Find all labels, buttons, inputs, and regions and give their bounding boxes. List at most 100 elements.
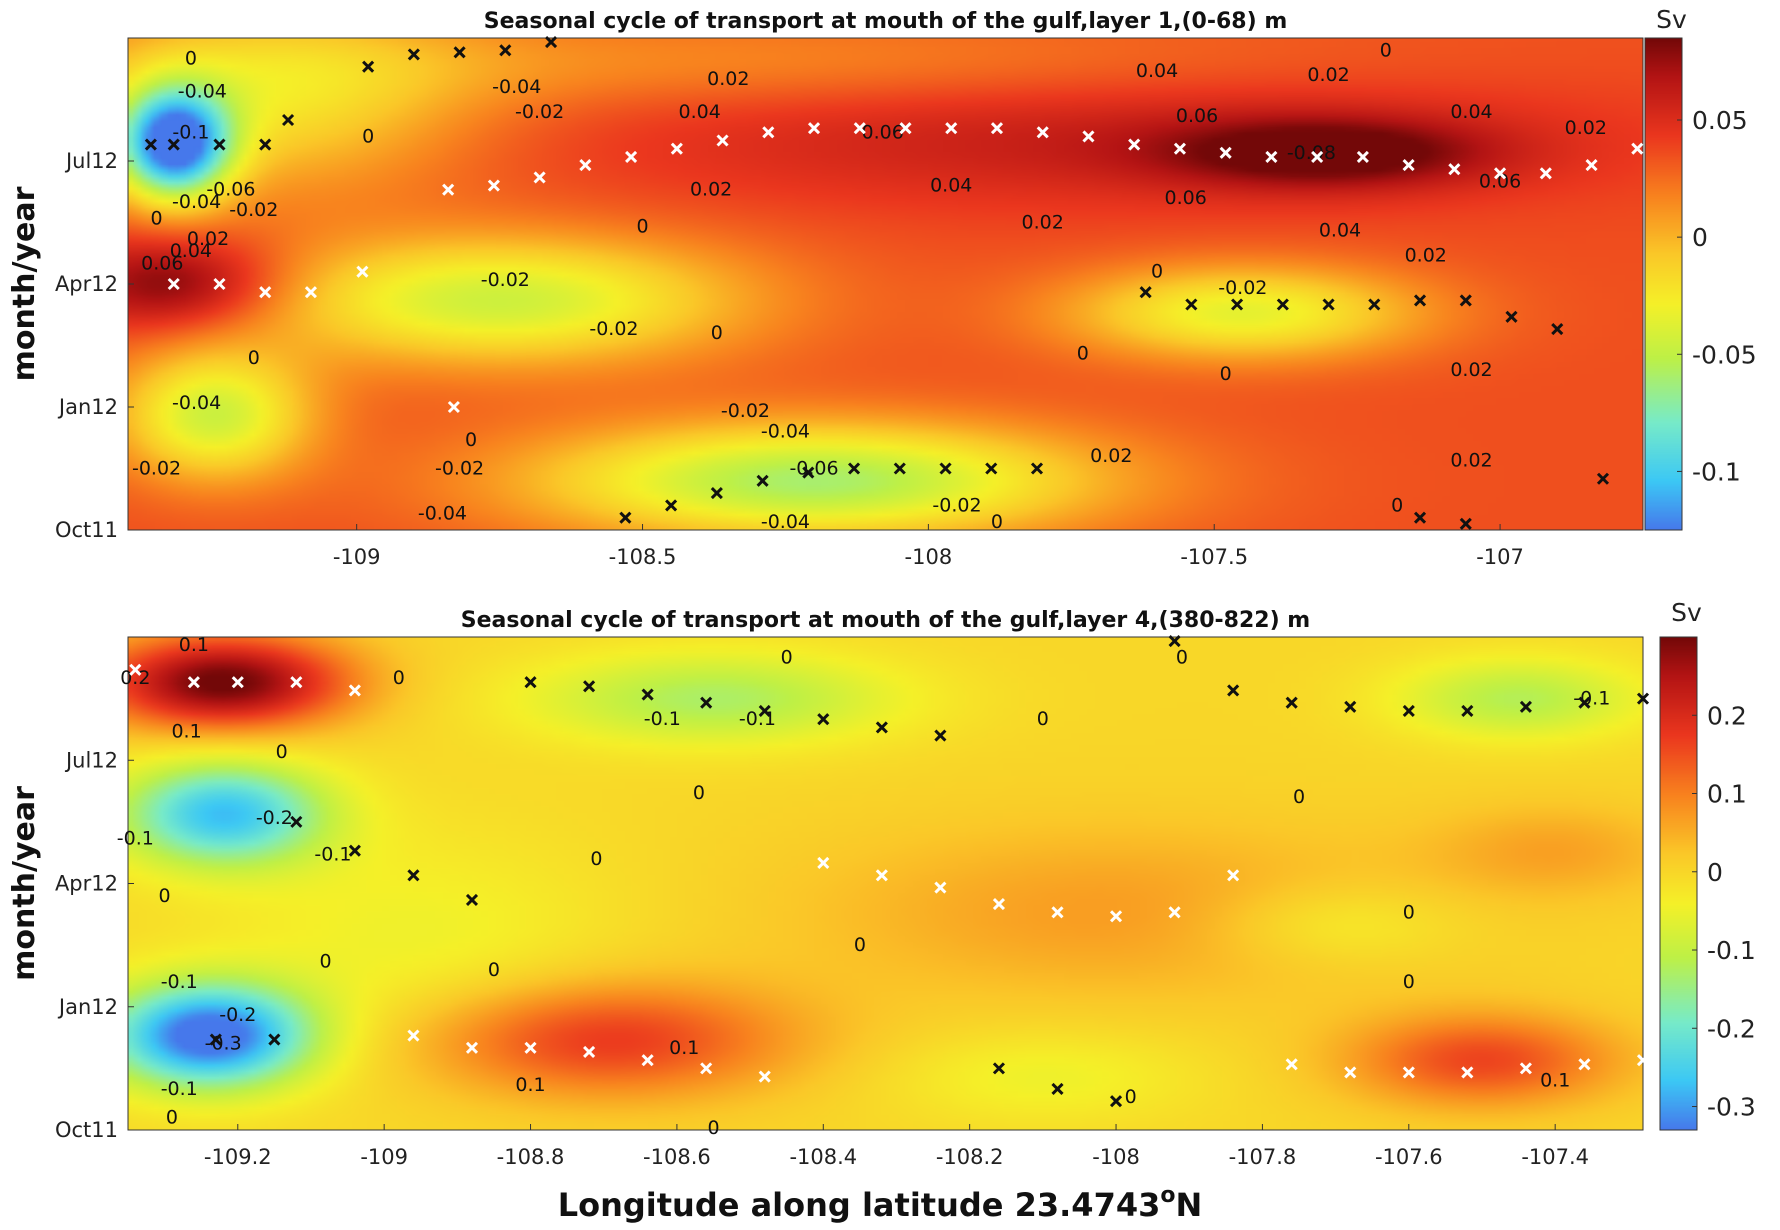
black-marker bbox=[167, 138, 180, 151]
black-marker bbox=[1276, 298, 1289, 311]
black-marker bbox=[453, 46, 466, 59]
y-tick-label: Oct11 bbox=[55, 518, 118, 542]
white-marker bbox=[1631, 142, 1644, 155]
black-marker bbox=[259, 138, 272, 151]
contour-label: 0.02 bbox=[1090, 445, 1132, 467]
white-marker bbox=[487, 179, 500, 192]
contour-label: 0.02 bbox=[1405, 244, 1447, 266]
contour-label: -0.04 bbox=[172, 392, 221, 414]
contour-label: -0.1 bbox=[161, 1078, 198, 1100]
contour-label: -0.04 bbox=[761, 421, 810, 443]
y-tick-label: Jan12 bbox=[57, 995, 118, 1019]
x-tick-label: -107.5 bbox=[1180, 545, 1248, 569]
black-marker bbox=[583, 680, 596, 693]
black-marker bbox=[1578, 696, 1591, 709]
white-marker bbox=[1494, 167, 1507, 180]
colorbar-tick-label: -0.3 bbox=[1707, 1093, 1756, 1122]
x-tick-label: -107.6 bbox=[1375, 1145, 1443, 1169]
black-marker bbox=[710, 487, 723, 500]
colorbar-tick-label: -0.2 bbox=[1707, 1014, 1756, 1043]
white-marker bbox=[447, 400, 460, 414]
white-marker bbox=[625, 150, 638, 163]
black-marker bbox=[619, 511, 632, 524]
white-marker bbox=[1051, 906, 1064, 919]
black-marker bbox=[1402, 704, 1415, 718]
colorbar-tick-label: 0.05 bbox=[1692, 106, 1748, 135]
black-marker bbox=[1285, 696, 1298, 709]
contour-label: -0.04 bbox=[172, 191, 221, 213]
x-tick-label: -107.4 bbox=[1521, 1145, 1589, 1169]
contour-label: 0 bbox=[362, 125, 374, 147]
contour-label: 0.1 bbox=[179, 634, 209, 656]
colorbar-frame bbox=[1644, 37, 1683, 531]
black-marker bbox=[700, 696, 713, 709]
colorbar-frame bbox=[1659, 636, 1698, 1131]
y-tick-label: Jul12 bbox=[64, 748, 118, 772]
y-tick-label: Jul12 bbox=[64, 149, 118, 173]
contour-label: 0 bbox=[320, 951, 332, 973]
contour-label: -0.2 bbox=[256, 807, 293, 829]
black-marker bbox=[1459, 517, 1472, 530]
black-marker bbox=[362, 60, 375, 73]
contour-label: 0.02 bbox=[690, 179, 732, 201]
contour-label: 0 bbox=[1176, 647, 1188, 669]
white-marker bbox=[1402, 1066, 1415, 1079]
contour-label: 0 bbox=[1125, 1086, 1137, 1108]
white-marker bbox=[1265, 150, 1278, 163]
contour-label: -0.06 bbox=[206, 179, 255, 201]
y-tick-label: Oct11 bbox=[55, 1118, 118, 1142]
contour-label: -0.1 bbox=[172, 121, 209, 143]
black-marker bbox=[641, 688, 654, 701]
white-marker bbox=[1168, 906, 1181, 919]
black-marker bbox=[1231, 298, 1244, 311]
white-marker bbox=[1519, 1062, 1532, 1075]
black-marker bbox=[1519, 700, 1532, 713]
white-marker bbox=[1128, 138, 1141, 151]
black-marker bbox=[875, 721, 888, 734]
white-marker bbox=[1227, 869, 1240, 882]
contour-label: 0 bbox=[1403, 901, 1415, 923]
black-marker bbox=[544, 36, 558, 49]
black-marker bbox=[209, 1033, 222, 1046]
black-marker bbox=[817, 713, 830, 726]
contour-label: -0.02 bbox=[589, 318, 638, 340]
contour-label: 0.02 bbox=[1307, 64, 1349, 86]
contour-label: 0 bbox=[590, 848, 602, 870]
white-marker bbox=[213, 277, 226, 291]
black-marker bbox=[499, 44, 512, 57]
panel-title: Seasonal cycle of transport at mouth of … bbox=[461, 608, 1310, 633]
white-marker bbox=[1585, 159, 1598, 172]
contour-label: 0.1 bbox=[1540, 1070, 1570, 1092]
contour-label: -0.04 bbox=[178, 80, 227, 102]
white-marker bbox=[992, 897, 1006, 911]
white-marker bbox=[875, 869, 888, 882]
contour-label: 0.06 bbox=[861, 121, 903, 143]
contour-label: -0.02 bbox=[721, 400, 770, 422]
contour-label: 0.1 bbox=[669, 1037, 699, 1059]
x-tick-label: -109.2 bbox=[204, 1145, 272, 1169]
contour-label: 0 bbox=[1293, 786, 1305, 808]
white-marker bbox=[899, 122, 912, 135]
black-marker bbox=[756, 474, 769, 487]
contour-label: 0.04 bbox=[679, 101, 721, 123]
contour-label: 0.1 bbox=[171, 720, 201, 742]
black-marker bbox=[934, 729, 947, 742]
white-marker bbox=[1285, 1058, 1298, 1071]
y-tick-label: Apr12 bbox=[55, 272, 118, 296]
white-marker bbox=[1461, 1066, 1474, 1079]
x-tick-label: -108.6 bbox=[643, 1145, 711, 1169]
x-tick-label: -108.4 bbox=[789, 1145, 857, 1169]
black-marker bbox=[847, 462, 861, 475]
white-marker bbox=[1448, 163, 1461, 176]
heatmap-field bbox=[128, 38, 1643, 530]
x-tick-label: -108.2 bbox=[936, 1145, 1004, 1169]
white-marker bbox=[807, 122, 821, 135]
x-tick-label: -107.8 bbox=[1229, 1145, 1297, 1169]
contour-label: 0 bbox=[1220, 363, 1232, 385]
black-marker bbox=[348, 844, 361, 857]
x-tick-label: -107 bbox=[1476, 545, 1524, 569]
white-marker bbox=[533, 171, 546, 184]
black-marker bbox=[282, 113, 295, 127]
contour-label: 0 bbox=[276, 741, 288, 763]
